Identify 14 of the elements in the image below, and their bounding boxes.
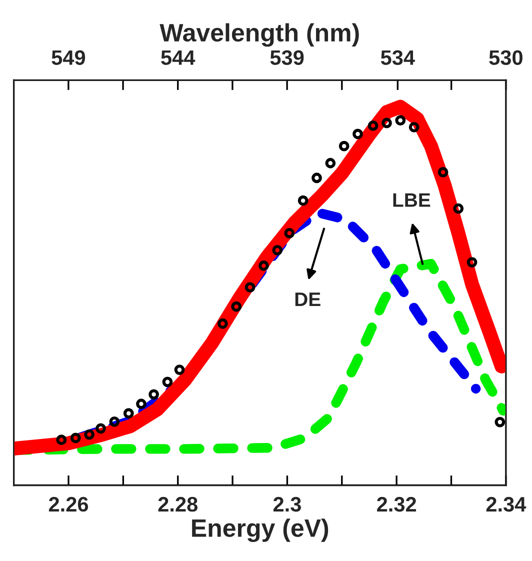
x-tick-label: 2.34 (486, 496, 526, 512)
x2-tick-label: 534 (380, 50, 415, 66)
annotation: DE (295, 292, 320, 306)
annotation: LBE (393, 193, 430, 207)
x-tick-label: 2.26 (48, 496, 88, 512)
x-axis-title: Energy (eV) (192, 518, 328, 542)
x-tick-label: 2.3 (273, 496, 301, 512)
x2-tick-label: 549 (52, 50, 86, 65)
x-tick-label: 2.28 (158, 496, 198, 512)
x2-axis-title: Wavelength (nm) (160, 23, 359, 47)
x-tick-label: 2.32 (377, 496, 416, 512)
x2-tick-label: 539 (270, 50, 304, 66)
x2-tick-label: 544 (161, 50, 196, 65)
x2-tick-label: 530 (489, 50, 522, 66)
